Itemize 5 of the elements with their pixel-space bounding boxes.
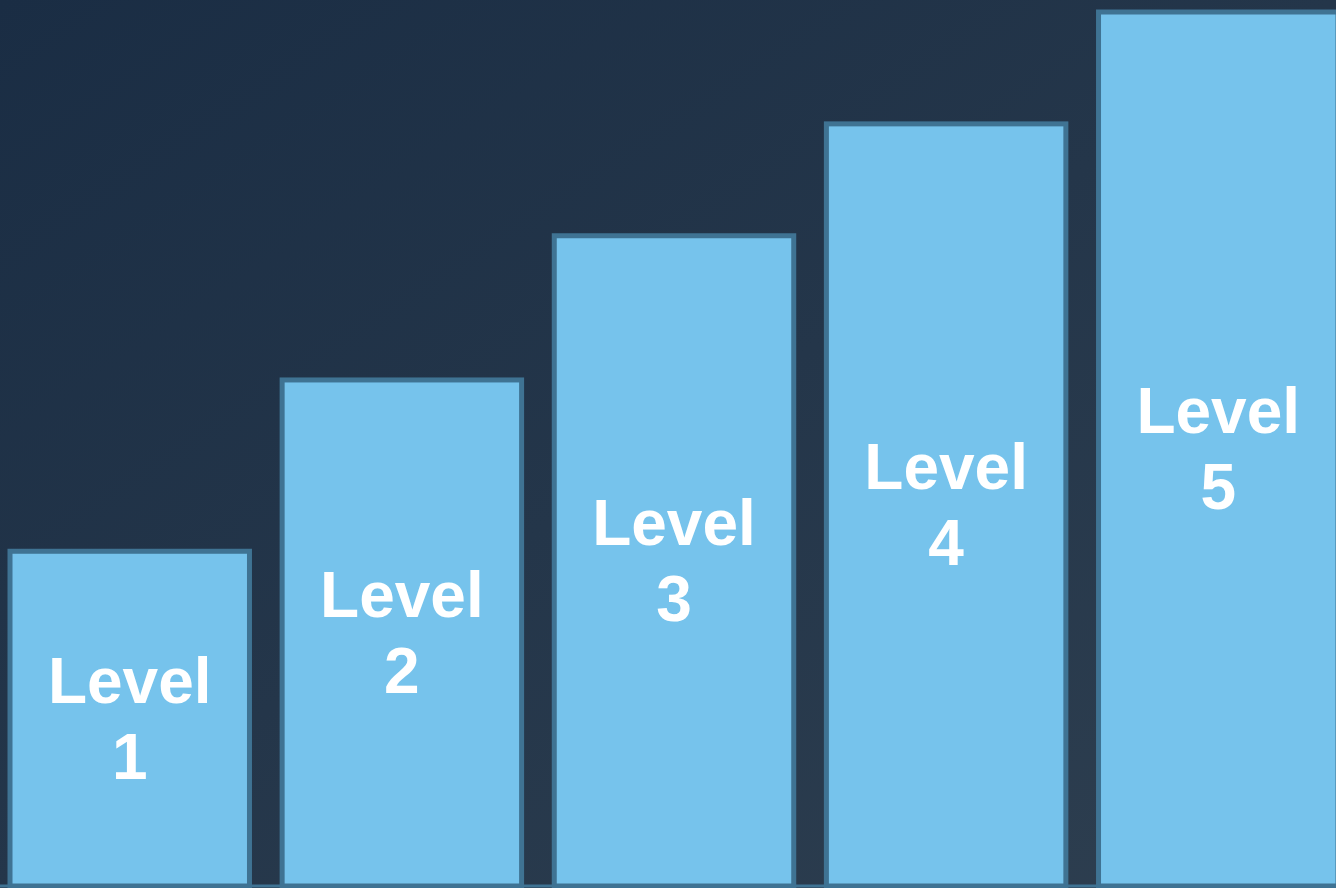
x-tick-label: Level 2 (320, 558, 484, 707)
x-tick-label: Level 4 (864, 430, 1028, 579)
x-tick-label: Level 1 (47, 644, 212, 793)
x-tick-label: Level 3 (592, 486, 756, 635)
x-tick-label: Level 5 (1136, 375, 1301, 523)
